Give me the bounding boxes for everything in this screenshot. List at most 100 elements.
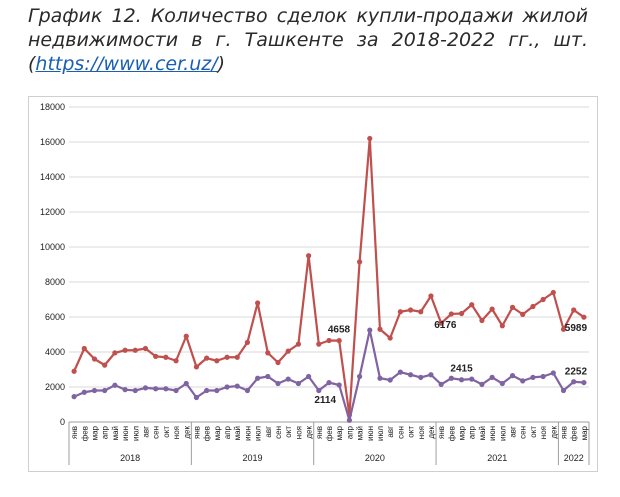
series-1-point bbox=[550, 370, 556, 376]
x-tick-label: май bbox=[233, 426, 242, 440]
x-tick-label: янв bbox=[70, 426, 79, 439]
chart-caption: График 12. Количество сделок купли-прода… bbox=[28, 4, 588, 76]
series-1-point bbox=[469, 376, 475, 382]
x-tick-label: окт bbox=[162, 426, 171, 438]
data-label: 2252 bbox=[565, 367, 588, 378]
data-label: 4658 bbox=[328, 324, 351, 335]
x-tick-label: фев bbox=[447, 426, 456, 441]
series-0-point bbox=[244, 339, 251, 345]
series-1-point bbox=[112, 382, 118, 388]
series-0-point bbox=[509, 304, 516, 310]
series-line-0 bbox=[73, 137, 585, 417]
series-0-point bbox=[336, 338, 342, 344]
series-1-point bbox=[438, 381, 444, 387]
x-tick-label: авг bbox=[386, 426, 395, 438]
series-1-point bbox=[255, 375, 261, 381]
series-1-point bbox=[275, 380, 281, 387]
series-0-point bbox=[469, 302, 475, 308]
x-tick-label: янв bbox=[315, 426, 324, 439]
x-tick-label: май bbox=[478, 426, 487, 440]
series-1-point bbox=[479, 381, 485, 387]
series-1-point bbox=[428, 372, 434, 378]
x-tick-label: мар bbox=[213, 425, 222, 440]
series-1-point bbox=[285, 376, 291, 382]
series-0-point bbox=[581, 314, 587, 320]
series-0-point bbox=[193, 364, 200, 370]
x-tick-label: окт bbox=[284, 426, 293, 438]
y-tick-label: 4000 bbox=[45, 347, 65, 357]
x-tick-label: авг bbox=[141, 426, 150, 438]
series-0-point bbox=[428, 293, 434, 299]
x-tick-label: сен bbox=[152, 426, 161, 439]
x-tick-label: сен bbox=[274, 426, 283, 439]
x-tick-label: фев bbox=[325, 426, 334, 441]
x-tick-label: июн bbox=[366, 426, 375, 441]
series-1-point bbox=[336, 382, 342, 388]
series-0-point bbox=[448, 311, 454, 317]
series-1-point bbox=[91, 387, 98, 394]
x-tick-label: дек bbox=[305, 426, 314, 439]
series-0-point bbox=[367, 135, 373, 142]
series-1-point bbox=[571, 379, 577, 385]
x-tick-label: июл bbox=[254, 426, 263, 441]
x-tick-label: июн bbox=[243, 426, 252, 441]
x-tick-label: ноя bbox=[417, 426, 426, 439]
series-0-point bbox=[458, 310, 465, 317]
series-0-point bbox=[163, 354, 169, 360]
series-0-point bbox=[397, 309, 403, 315]
series-0-point bbox=[142, 345, 149, 352]
series-1-point bbox=[346, 417, 352, 423]
y-tick-label: 16000 bbox=[40, 137, 65, 147]
series-1-point bbox=[214, 387, 220, 394]
x-tick-label: дек bbox=[427, 426, 436, 439]
series-0-point bbox=[91, 356, 98, 362]
series-1-point bbox=[183, 380, 189, 387]
series-0-point bbox=[316, 341, 322, 347]
series-0-point bbox=[407, 307, 414, 313]
x-tick-label: сен bbox=[519, 426, 528, 439]
series-0-point bbox=[530, 303, 536, 310]
x-tick-label: янв bbox=[560, 426, 569, 439]
series-1-point bbox=[448, 375, 454, 381]
x-tick-label: янв bbox=[192, 426, 201, 439]
series-1-point bbox=[173, 387, 179, 394]
series-0-point bbox=[560, 326, 567, 332]
series-0-point bbox=[204, 355, 210, 361]
x-tick-label: авг bbox=[509, 426, 518, 438]
line-chart: 0 2000 4000 6000 8000 10000 12000 14000 16000 180… bbox=[40, 102, 590, 465]
series-0-point bbox=[224, 354, 230, 360]
series-1-point bbox=[81, 389, 87, 395]
series-0-point bbox=[255, 300, 261, 306]
series-1-point bbox=[153, 386, 159, 392]
series-0-point bbox=[387, 335, 393, 341]
caption-line-2: недвижимости в г. Ташкенте за 2018-2022 … bbox=[28, 29, 588, 51]
series-1-point bbox=[132, 387, 138, 394]
x-tick-label: апр bbox=[101, 425, 110, 439]
x-tick-label: апр bbox=[345, 425, 354, 439]
series-1-point bbox=[499, 380, 505, 387]
series-0-point bbox=[265, 350, 271, 356]
series-0-point bbox=[173, 358, 179, 364]
source-link[interactable]: https://www.cer.uz/ bbox=[35, 53, 218, 75]
x-tick-label: мар bbox=[90, 425, 99, 440]
y-tick-label: 10000 bbox=[40, 242, 65, 252]
y-tick-label: 2000 bbox=[45, 382, 65, 392]
series-0-point bbox=[102, 362, 108, 368]
x-tick-label: окт bbox=[529, 426, 538, 438]
year-label: 2022 bbox=[564, 453, 584, 463]
data-label: 2114 bbox=[314, 395, 336, 406]
x-tick-label: янв bbox=[437, 426, 446, 439]
x-tick-label: май bbox=[356, 426, 365, 440]
x-tick-label: мар bbox=[335, 425, 344, 440]
y-tick-label: 18000 bbox=[40, 102, 65, 112]
caption-line-3: (https://www.cer.uz/) bbox=[28, 52, 588, 76]
series-0-point bbox=[540, 296, 546, 303]
x-tick-label: дек bbox=[182, 426, 191, 439]
y-tick-label: 8000 bbox=[45, 277, 65, 287]
series-1-point bbox=[387, 377, 393, 383]
series-0-point bbox=[81, 345, 87, 352]
x-tick-label: июл bbox=[131, 426, 140, 441]
x-tick-label: мар bbox=[458, 425, 467, 440]
series-0-point bbox=[571, 307, 577, 313]
series-0-point bbox=[285, 348, 291, 354]
